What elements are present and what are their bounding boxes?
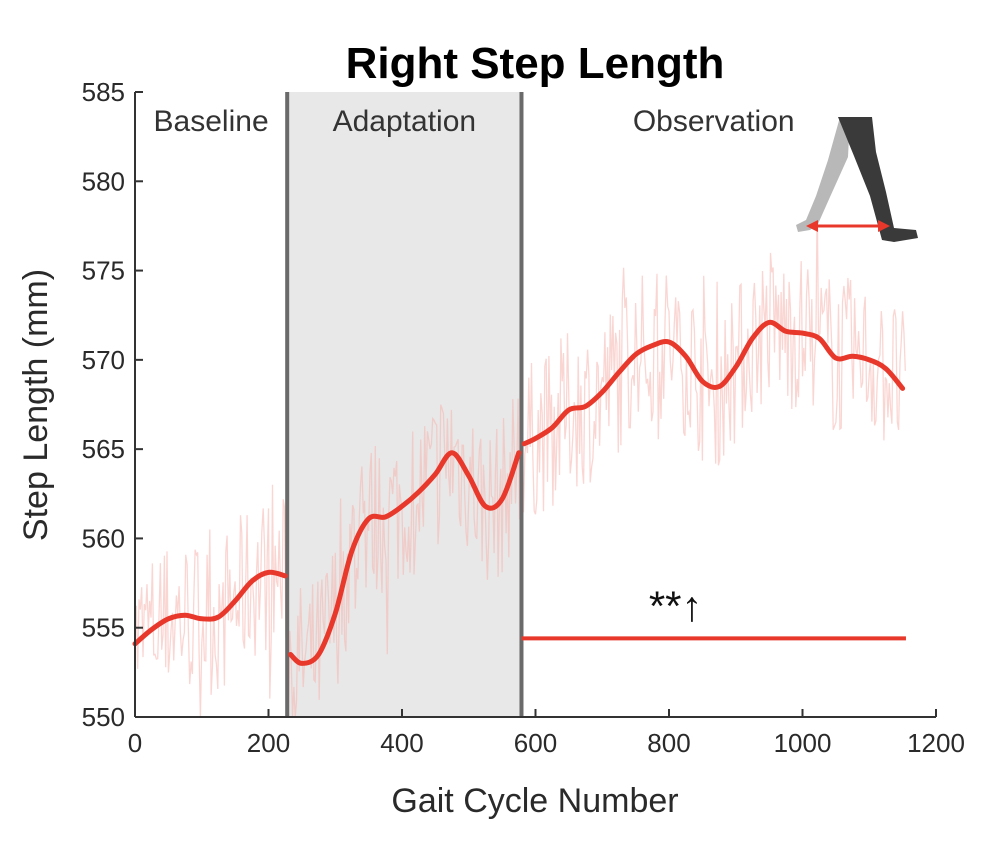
x-tick-label: 800: [647, 728, 690, 758]
walking-legs-step-length-icon: [796, 117, 918, 242]
x-tick-label: 200: [247, 728, 290, 758]
x-tick-label: 600: [514, 728, 557, 758]
y-tick-label: 550: [82, 702, 125, 732]
phase-label-adaptation: Adaptation: [333, 105, 476, 138]
annotation-layer: **↑: [649, 582, 703, 629]
y-tick-label: 565: [82, 434, 125, 464]
y-tick-label: 585: [82, 77, 125, 107]
smoothed-segment-baseline: [132, 569, 288, 647]
adaptation-shaded-region: [287, 92, 522, 717]
y-tick-label: 560: [82, 523, 125, 553]
smoothed-segment-adaptation: [288, 450, 522, 666]
y-tick-label: 580: [82, 166, 125, 196]
y-axis-title: Step Length (mm): [17, 269, 55, 541]
phase-labels-layer: Baseline Adaptation Observation: [154, 105, 795, 138]
significance-annotation: **↑: [649, 582, 703, 629]
y-tick-label: 555: [82, 613, 125, 643]
y-tick-label: 575: [82, 256, 125, 286]
phase-label-observation: Observation: [633, 105, 795, 138]
phase-shading-layer: [287, 92, 522, 717]
smoothed-line-layer: [132, 319, 906, 666]
axes-layer: [134, 91, 937, 718]
x-tick-label: 1200: [907, 728, 965, 758]
tick-labels-layer: 0 200 400 600 800 1000 1200 550 555 560 565 570 575 5…: [82, 77, 965, 758]
x-tick-label: 0: [128, 728, 142, 758]
phase-boundary-layer: [285, 92, 524, 717]
x-axis-title: Gait Cycle Number: [391, 782, 678, 820]
chart-title: Right Step Length: [346, 39, 725, 88]
y-tick-label: 570: [82, 345, 125, 375]
smoothed-segment-observation: [521, 319, 906, 447]
x-tick-label: 1000: [774, 728, 832, 758]
phase-label-baseline: Baseline: [154, 105, 269, 138]
x-tick-label: 400: [380, 728, 423, 758]
